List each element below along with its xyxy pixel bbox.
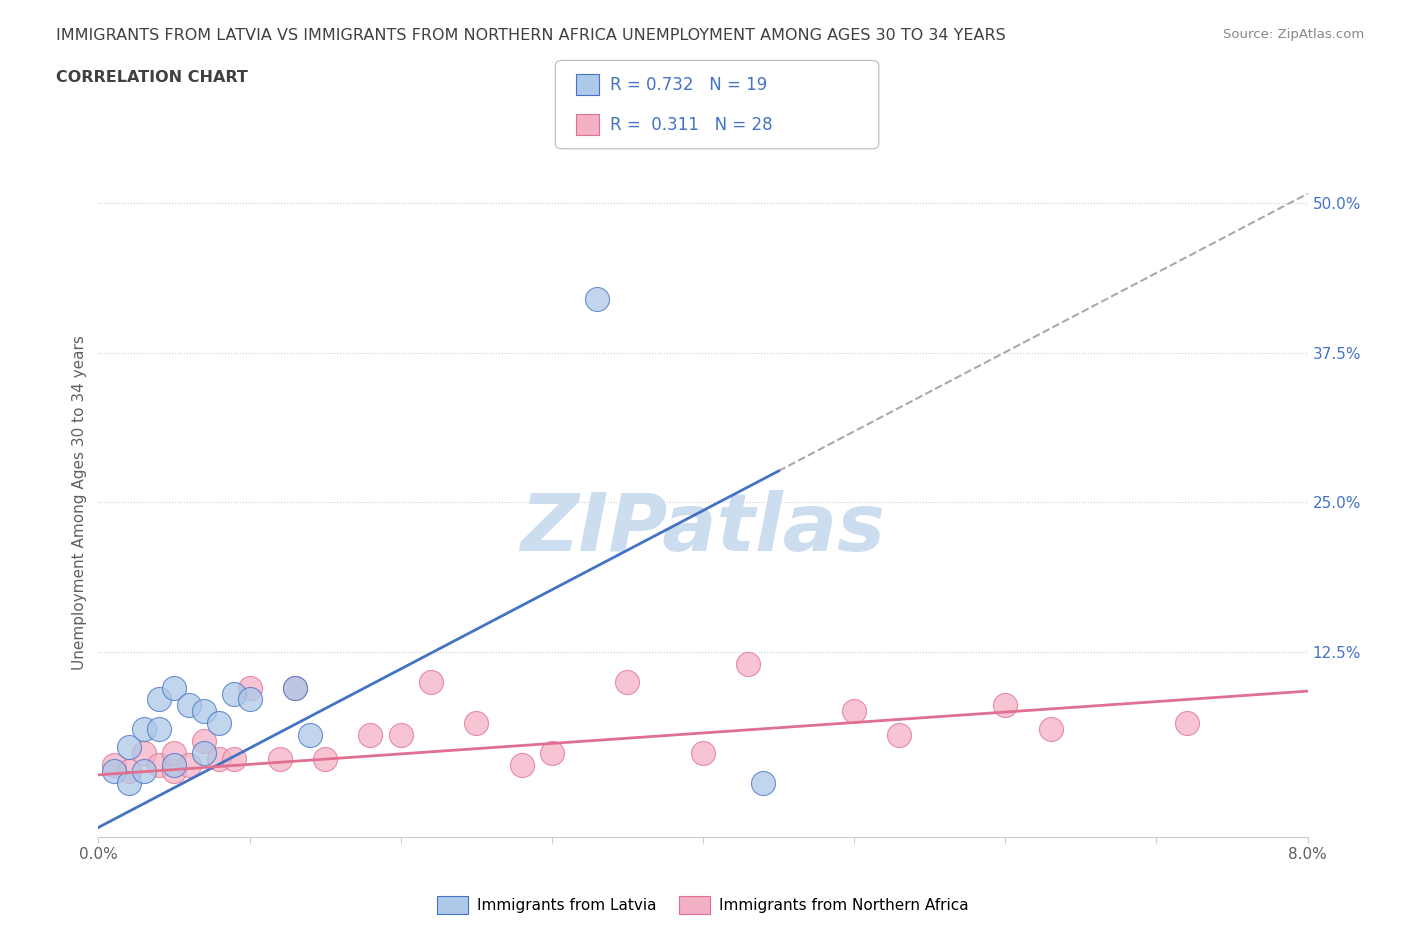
Point <box>616 674 638 689</box>
Point <box>163 758 186 773</box>
Text: R = 0.732   N = 19: R = 0.732 N = 19 <box>610 75 768 94</box>
Point <box>1039 722 1062 737</box>
Point <box>193 746 215 761</box>
Point <box>179 758 201 773</box>
Point <box>132 746 155 761</box>
Point <box>284 680 307 695</box>
Point <box>239 680 262 695</box>
Point <box>1175 716 1198 731</box>
Point <box>692 746 714 761</box>
Point <box>163 680 186 695</box>
Text: Source: ZipAtlas.com: Source: ZipAtlas.com <box>1223 28 1364 41</box>
Point <box>239 692 262 707</box>
Point <box>224 686 246 701</box>
Point <box>889 728 911 743</box>
Point <box>389 728 412 743</box>
Point <box>844 704 866 719</box>
Point <box>510 758 533 773</box>
Point <box>163 746 186 761</box>
Point <box>208 716 231 731</box>
Point <box>132 764 155 778</box>
Text: ZIPatlas: ZIPatlas <box>520 490 886 568</box>
Point <box>179 698 201 713</box>
Point <box>132 722 155 737</box>
Point <box>148 722 170 737</box>
Point <box>163 764 186 778</box>
Point <box>465 716 488 731</box>
Point <box>224 751 246 766</box>
Y-axis label: Unemployment Among Ages 30 to 34 years: Unemployment Among Ages 30 to 34 years <box>72 335 87 670</box>
Point <box>737 657 759 671</box>
Point <box>193 704 215 719</box>
Point <box>103 758 125 773</box>
Point <box>193 734 215 749</box>
Legend: Immigrants from Latvia, Immigrants from Northern Africa: Immigrants from Latvia, Immigrants from … <box>432 890 974 920</box>
Point <box>148 758 170 773</box>
Point <box>994 698 1017 713</box>
Point <box>752 776 775 790</box>
Text: CORRELATION CHART: CORRELATION CHART <box>56 70 247 85</box>
Point <box>420 674 443 689</box>
Point <box>360 728 382 743</box>
Point <box>148 692 170 707</box>
Point <box>284 680 307 695</box>
Point <box>208 751 231 766</box>
Point <box>314 751 336 766</box>
Text: R =  0.311   N = 28: R = 0.311 N = 28 <box>610 115 773 134</box>
Point <box>269 751 291 766</box>
Point <box>541 746 564 761</box>
Point <box>118 776 141 790</box>
Point <box>586 291 609 306</box>
Text: IMMIGRANTS FROM LATVIA VS IMMIGRANTS FROM NORTHERN AFRICA UNEMPLOYMENT AMONG AGE: IMMIGRANTS FROM LATVIA VS IMMIGRANTS FRO… <box>56 28 1005 43</box>
Point <box>103 764 125 778</box>
Point <box>118 764 141 778</box>
Point <box>299 728 322 743</box>
Point <box>118 740 141 755</box>
